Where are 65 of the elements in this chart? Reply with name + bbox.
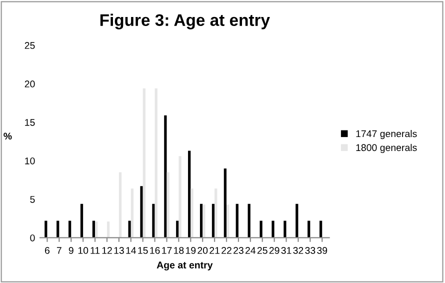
y-tick-label: 15 (25, 119, 35, 126)
bar (224, 168, 227, 238)
bar (152, 204, 155, 238)
x-tick-label: 7 (56, 247, 62, 254)
bar (212, 204, 215, 238)
bar (200, 204, 203, 238)
y-tick-label: 0 (30, 234, 35, 242)
x-tick-label: 23 (234, 247, 244, 254)
bar (248, 204, 250, 238)
bar (320, 220, 322, 238)
x-tick-label: 10 (78, 247, 88, 254)
x-tick-label: 6 (45, 247, 50, 254)
y-axis-title: % (4, 132, 12, 140)
x-tick-label: 32 (293, 247, 304, 254)
y-tick-label: 25 (24, 42, 35, 49)
x-tick-label: 15 (138, 247, 148, 254)
bar (80, 204, 84, 238)
bar (260, 220, 262, 238)
bar (226, 204, 230, 238)
bar (176, 220, 179, 238)
bar (44, 220, 48, 238)
x-tick-label: 14 (126, 247, 136, 254)
x-tick-label: 24 (245, 247, 256, 254)
bar (202, 204, 206, 238)
bar (284, 220, 286, 238)
bar (128, 220, 131, 238)
x-tick-label: 21 (210, 247, 220, 254)
y-tick-label: 20 (24, 80, 35, 88)
bar (95, 222, 98, 238)
x-tick-label: 31 (281, 247, 292, 254)
x-tick-label: 18 (174, 247, 184, 254)
x-tick-label: 11 (90, 247, 100, 254)
bar (308, 220, 310, 238)
x-tick-label: 29 (269, 247, 280, 254)
bar (68, 220, 72, 238)
x-tick-label: 12 (102, 247, 112, 254)
bar (164, 115, 167, 238)
chart-title: Figure 3: Age at entry (100, 14, 270, 30)
x-tick-label: 16 (150, 247, 160, 254)
x-tick-label: 20 (198, 247, 208, 254)
x-tick-label: 19 (186, 247, 196, 254)
bar (296, 204, 298, 238)
y-tick-label: 10 (25, 157, 35, 164)
bar (166, 172, 170, 238)
bar (188, 150, 191, 238)
bar (142, 88, 146, 238)
legend-label: 1800 generals (356, 144, 417, 153)
bar (140, 186, 143, 238)
bar (56, 220, 60, 238)
y-tick-label: 5 (30, 196, 35, 203)
x-tick-label: 17 (162, 247, 172, 254)
legend-label: 1747 generals (356, 130, 417, 140)
bar (236, 204, 238, 238)
x-tick-label: 25 (257, 247, 268, 254)
x-axis-title: Age at entry (156, 262, 213, 270)
bar (92, 220, 96, 238)
x-tick-label: 22 (222, 247, 232, 254)
bar (272, 220, 274, 238)
bar (214, 188, 218, 238)
x-tick-label: 39 (317, 247, 328, 254)
x-tick-label: 33 (305, 247, 316, 254)
x-tick-label: 9 (68, 247, 74, 254)
bar (130, 188, 134, 238)
bar (190, 188, 194, 238)
x-tick-label: 13 (114, 247, 124, 254)
